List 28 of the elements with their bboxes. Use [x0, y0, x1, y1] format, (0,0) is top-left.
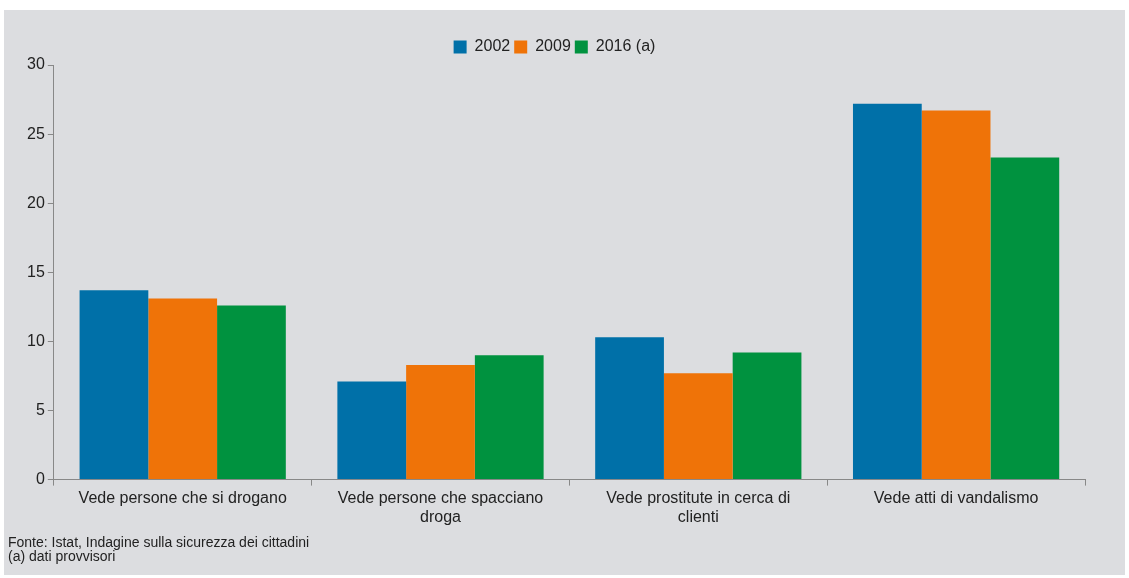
bar [337, 381, 407, 480]
y-tick-label: 0 [35, 470, 45, 488]
y-tick-label: 20 [27, 193, 45, 211]
legend-label: 2009 [535, 37, 571, 55]
x-tick-label: Vede persone che si drogano [78, 488, 287, 506]
legend-label: 2016 (a) [595, 37, 656, 55]
bar [990, 157, 1060, 480]
bar [732, 352, 802, 480]
y-tick-label: 15 [27, 262, 45, 280]
bar [217, 305, 286, 480]
bar [921, 110, 991, 480]
bar [148, 298, 218, 480]
x-tick-label: Vede prostitute in cerca di clienti [606, 488, 791, 525]
x-tick-label: Vede persone che spacciano droga [337, 488, 544, 525]
y-tick-label: 10 [27, 331, 45, 349]
y-tick-label: 30 [27, 55, 45, 73]
y-tick-label: 5 [35, 400, 45, 418]
x-tick-label: Vede atti di vandalismo [873, 488, 1039, 506]
source-note: Fonte: Istat, Indagine sulla sicurezza dei cittadini [8, 534, 310, 550]
text: (a) dati provvisori [8, 548, 116, 564]
bar [79, 290, 149, 480]
bar [406, 364, 475, 480]
y-tick-label: 25 [27, 124, 45, 142]
bar [663, 373, 733, 480]
bar [852, 103, 922, 480]
bar [595, 337, 664, 480]
legend-label: 2002 [474, 37, 511, 55]
bar [474, 355, 544, 480]
